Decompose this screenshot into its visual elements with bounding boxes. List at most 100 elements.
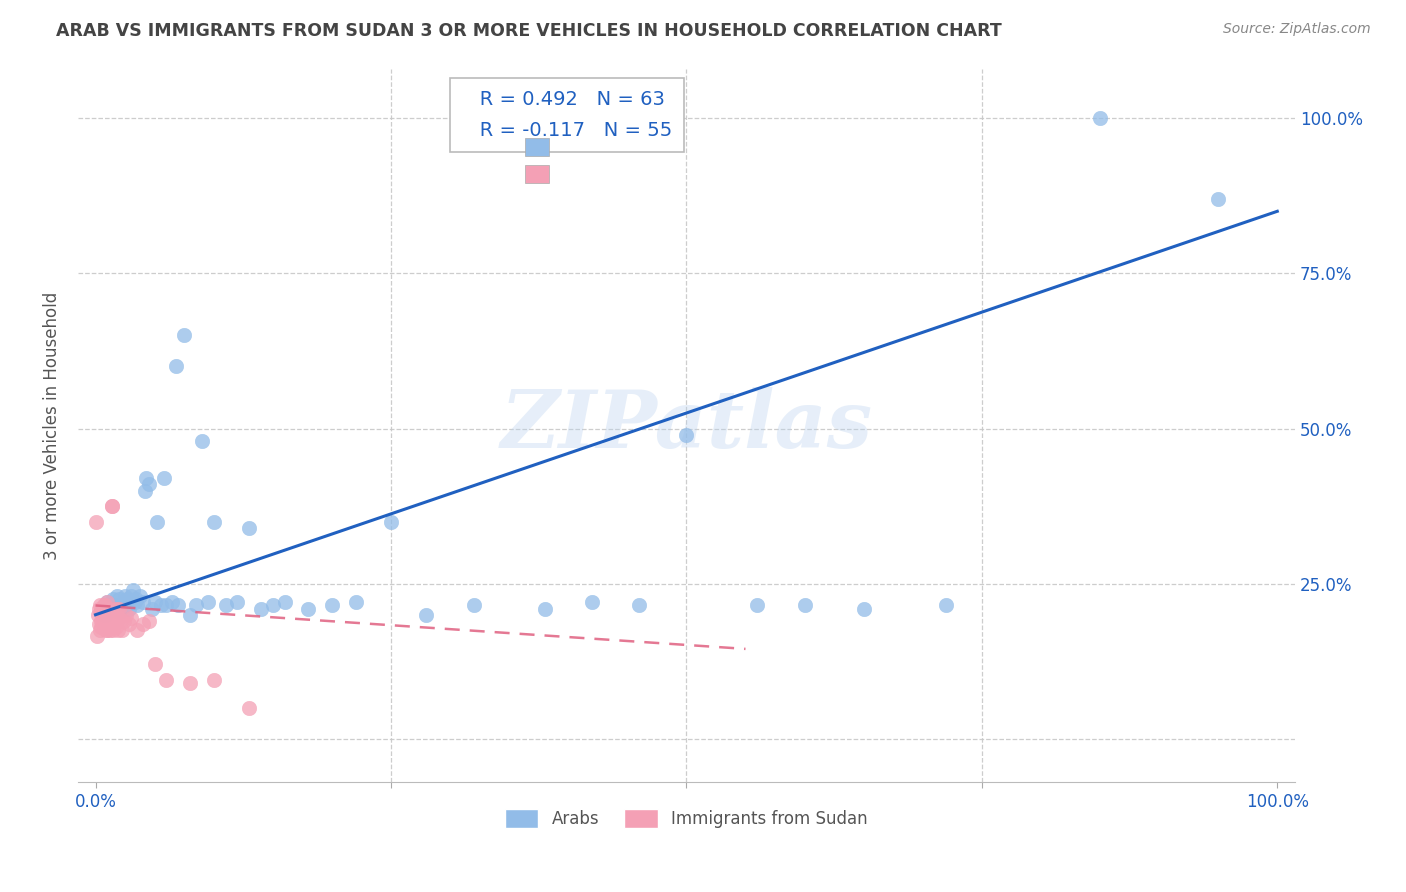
Arabs <box>149 599 172 613</box>
Immigrants from Sudan <box>100 617 122 632</box>
Immigrants from Sudan <box>98 611 121 625</box>
Immigrants from Sudan <box>96 614 118 628</box>
Arabs <box>173 328 195 343</box>
Arabs <box>415 607 437 622</box>
Arabs <box>226 595 249 609</box>
Immigrants from Sudan <box>107 624 129 638</box>
Arabs <box>202 515 225 529</box>
Arabs <box>108 592 131 607</box>
Arabs <box>125 599 148 613</box>
Arabs <box>138 477 160 491</box>
Immigrants from Sudan <box>96 624 118 638</box>
Immigrants from Sudan <box>143 657 166 672</box>
Immigrants from Sudan <box>98 624 121 638</box>
Text: ZIPatlas: ZIPatlas <box>501 387 873 464</box>
Arabs <box>344 595 367 609</box>
Arabs <box>581 595 603 609</box>
Immigrants from Sudan <box>93 620 115 634</box>
Immigrants from Sudan <box>97 601 120 615</box>
Arabs <box>162 595 184 609</box>
Immigrants from Sudan <box>103 624 125 638</box>
Arabs <box>321 599 343 613</box>
Arabs <box>94 607 117 622</box>
Arabs <box>124 595 146 609</box>
Immigrants from Sudan <box>96 605 118 619</box>
Arabs <box>197 595 219 609</box>
Immigrants from Sudan <box>132 617 155 632</box>
Arabs <box>262 599 284 613</box>
Arabs <box>98 601 121 615</box>
Immigrants from Sudan <box>179 676 201 690</box>
Arabs <box>135 471 157 485</box>
Legend: Arabs, Immigrants from Sudan: Arabs, Immigrants from Sudan <box>499 802 875 835</box>
Immigrants from Sudan <box>104 620 127 634</box>
Immigrants from Sudan <box>202 673 225 687</box>
Arabs <box>125 592 148 607</box>
Text: Source: ZipAtlas.com: Source: ZipAtlas.com <box>1223 22 1371 37</box>
Immigrants from Sudan <box>120 611 142 625</box>
Immigrants from Sudan <box>89 599 111 613</box>
Arabs <box>935 599 957 613</box>
Immigrants from Sudan <box>87 601 110 615</box>
Arabs <box>146 515 169 529</box>
Arabs <box>143 595 166 609</box>
Immigrants from Sudan <box>101 499 124 513</box>
Immigrants from Sudan <box>86 630 108 644</box>
Arabs <box>165 359 187 374</box>
Immigrants from Sudan <box>103 601 125 615</box>
Arabs <box>117 592 139 607</box>
Immigrants from Sudan <box>103 614 125 628</box>
Arabs <box>120 589 142 603</box>
Immigrants from Sudan <box>103 611 125 625</box>
Immigrants from Sudan <box>101 499 124 513</box>
Arabs <box>105 589 128 603</box>
Arabs <box>533 601 555 615</box>
Arabs <box>214 599 236 613</box>
Arabs <box>114 589 136 603</box>
Arabs <box>380 515 402 529</box>
Text: R = 0.492   N = 63
   R = -0.117   N = 55: R = 0.492 N = 63 R = -0.117 N = 55 <box>461 90 672 140</box>
Immigrants from Sudan <box>84 515 107 529</box>
Immigrants from Sudan <box>93 607 115 622</box>
Arabs <box>120 595 142 609</box>
Arabs <box>105 599 128 613</box>
Arabs <box>115 599 138 613</box>
Arabs <box>141 601 163 615</box>
Immigrants from Sudan <box>94 599 117 613</box>
Arabs <box>675 427 697 442</box>
Arabs <box>747 599 769 613</box>
Arabs <box>96 595 118 609</box>
Arabs <box>153 471 176 485</box>
Arabs <box>103 599 125 613</box>
Immigrants from Sudan <box>115 607 138 622</box>
Arabs <box>129 589 152 603</box>
Immigrants from Sudan <box>90 605 112 619</box>
Arabs <box>103 592 125 607</box>
Arabs <box>250 601 273 615</box>
Arabs <box>117 601 139 615</box>
Immigrants from Sudan <box>138 614 160 628</box>
Immigrants from Sudan <box>94 617 117 632</box>
Immigrants from Sudan <box>238 701 260 715</box>
Arabs <box>155 599 177 613</box>
Arabs <box>110 599 132 613</box>
Immigrants from Sudan <box>87 617 110 632</box>
Immigrants from Sudan <box>91 601 114 615</box>
Immigrants from Sudan <box>90 620 112 634</box>
Arabs <box>134 483 156 498</box>
Arabs <box>112 595 135 609</box>
Arabs <box>297 601 319 615</box>
Immigrants from Sudan <box>108 611 131 625</box>
Arabs <box>167 599 190 613</box>
Arabs <box>793 599 815 613</box>
Immigrants from Sudan <box>91 611 114 625</box>
Immigrants from Sudan <box>108 601 131 615</box>
Arabs <box>1206 192 1229 206</box>
Arabs <box>108 605 131 619</box>
Immigrants from Sudan <box>155 673 177 687</box>
Arabs <box>628 599 651 613</box>
Arabs <box>273 595 295 609</box>
Immigrants from Sudan <box>94 611 117 625</box>
Immigrants from Sudan <box>97 611 120 625</box>
Arabs <box>179 607 201 622</box>
